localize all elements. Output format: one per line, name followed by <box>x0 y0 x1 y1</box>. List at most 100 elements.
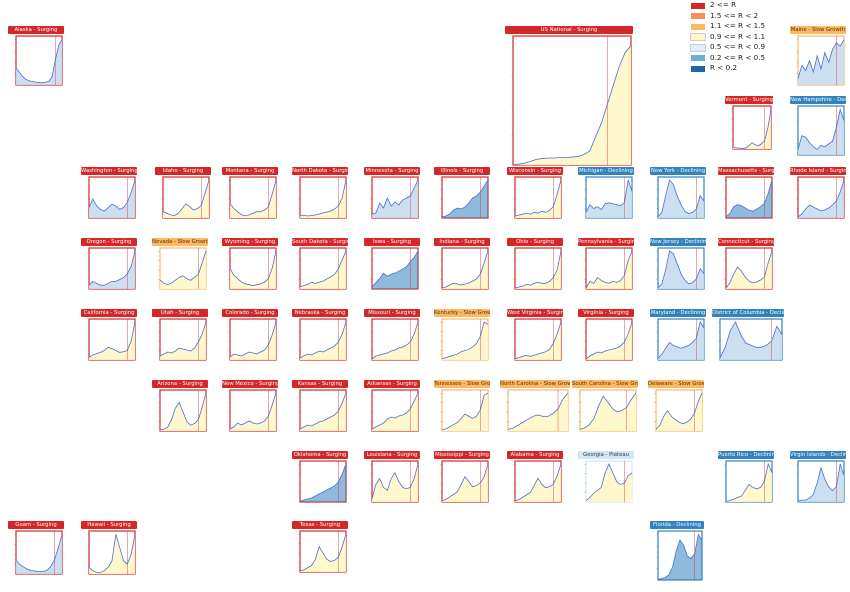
series-area <box>586 322 632 360</box>
series-area <box>798 109 844 155</box>
panel-title: Massachusetts - Surging <box>718 167 774 175</box>
panel-plot <box>507 317 563 367</box>
panel-svg <box>298 247 347 290</box>
panel-title: Alabama - Surging <box>507 451 563 459</box>
series-area <box>230 251 276 289</box>
series-line <box>797 463 845 502</box>
state-panel-kentucky-slow-growth: Kentucky - Slow Growth <box>434 309 490 367</box>
series-line <box>88 179 136 212</box>
panel-title: Guam - Surging <box>8 521 64 529</box>
series-line <box>732 109 772 149</box>
series-line <box>725 462 773 502</box>
panel-plot <box>81 317 137 367</box>
panel-plot <box>725 104 773 156</box>
panel-plot <box>8 34 64 92</box>
panel-svg <box>440 176 489 219</box>
state-panel-new-york-declining: New York - Declining <box>650 167 706 225</box>
legend-entry: 0.2 <= R < 0.5 <box>691 53 771 64</box>
panel-plot <box>578 459 634 509</box>
panel-title: New Mexico - Surging <box>222 380 278 388</box>
panel-svg <box>228 389 277 432</box>
panel-title: Florida - Declining <box>650 521 704 529</box>
state-panel-louisiana-surging: Louisiana - Surging <box>364 451 420 509</box>
series-area <box>515 322 561 360</box>
panel-plot <box>578 175 634 225</box>
series-line <box>655 392 703 430</box>
panel-title: New York - Declining <box>650 167 706 175</box>
legend-swatch <box>691 13 705 19</box>
legend-label: 1.1 <= R < 1.5 <box>710 21 766 30</box>
panel-svg <box>87 318 136 361</box>
series-area <box>515 464 561 502</box>
legend-swatch <box>691 2 705 9</box>
state-panel-west-virginia-surging: West Virginia - Surging <box>507 309 563 367</box>
panel-title: North Dakota - Surging <box>292 167 348 175</box>
series-line <box>229 321 277 358</box>
panel-plot <box>650 317 706 367</box>
panel-title: Connecticut - Surging <box>718 238 774 246</box>
series-line <box>229 250 277 286</box>
series-area <box>586 251 632 289</box>
state-panel-new-jersey-declining: New Jersey - Declining <box>650 238 706 296</box>
panel-svg <box>584 318 633 361</box>
state-panel-north-dakota-surging: North Dakota - Surging <box>292 167 348 225</box>
panel-svg <box>513 176 562 219</box>
series-line <box>15 534 63 573</box>
series-area <box>733 109 771 149</box>
panel-svg <box>656 247 705 290</box>
series-line <box>88 534 136 573</box>
panel-svg <box>14 35 63 86</box>
panel-plot <box>292 459 348 509</box>
legend-label: 0.2 <= R < 0.5 <box>710 52 766 62</box>
panel-svg <box>656 530 703 581</box>
panel-svg <box>87 530 136 575</box>
series-area <box>658 251 704 289</box>
panel-title: Kansas - Surging <box>292 380 348 388</box>
panel-title: Oregon - Surging <box>81 238 137 246</box>
series-line <box>507 392 569 430</box>
state-panel-connecticut-surging: Connecticut - Surging <box>718 238 774 296</box>
state-panel-wisconsin-surging: Wisconsin - Surging <box>507 167 563 225</box>
panel-svg <box>578 389 637 432</box>
series-area <box>300 322 346 360</box>
panel-plot <box>292 246 348 296</box>
panel-svg <box>584 460 633 503</box>
panel-svg <box>731 105 772 150</box>
series-area <box>798 180 844 218</box>
state-panel-virgin-islands-declining: Virgin Islands - Declining <box>790 451 846 509</box>
series-area <box>515 180 561 218</box>
series-area <box>580 393 636 431</box>
series-line <box>159 321 207 357</box>
series-area <box>372 464 418 502</box>
series-area <box>230 393 276 431</box>
series-line <box>441 179 489 218</box>
series-line <box>371 392 419 430</box>
panel-plot <box>364 317 420 367</box>
panel-svg <box>724 176 773 219</box>
panel-plot <box>81 246 137 296</box>
series-line <box>229 179 277 217</box>
state-panel-district-of-columbia-declining: District of Columbia - Declining <box>712 309 784 367</box>
panel-plot <box>292 175 348 225</box>
series-line <box>299 250 347 288</box>
panel-plot <box>790 175 846 225</box>
panel-svg <box>228 176 277 219</box>
state-panel-minnesota-surging: Minnesota - Surging <box>364 167 420 225</box>
legend-entry: 1.1 <= R < 1.5 <box>691 21 771 32</box>
legend-swatch <box>691 23 705 30</box>
state-panel-montana-surging: Montana - Surging <box>222 167 278 225</box>
series-area <box>300 251 346 289</box>
legend-label: 0.5 <= R < 0.9 <box>710 42 766 51</box>
series-area <box>798 39 844 85</box>
series-area <box>372 251 418 289</box>
panel-title: Alaska - Surging <box>8 26 64 34</box>
series-area <box>230 180 276 218</box>
panel-title: Ohio - Surging <box>507 238 563 246</box>
series-line <box>512 45 632 165</box>
panel-title: Wisconsin - Surging <box>507 167 563 175</box>
series-line <box>15 39 63 84</box>
series-line <box>441 463 489 502</box>
state-panel-hawaii-surging: Hawaii - Surging <box>81 521 137 581</box>
state-panel-vermont-surging: Vermont - Surging <box>725 96 773 156</box>
panel-plot <box>790 34 846 92</box>
